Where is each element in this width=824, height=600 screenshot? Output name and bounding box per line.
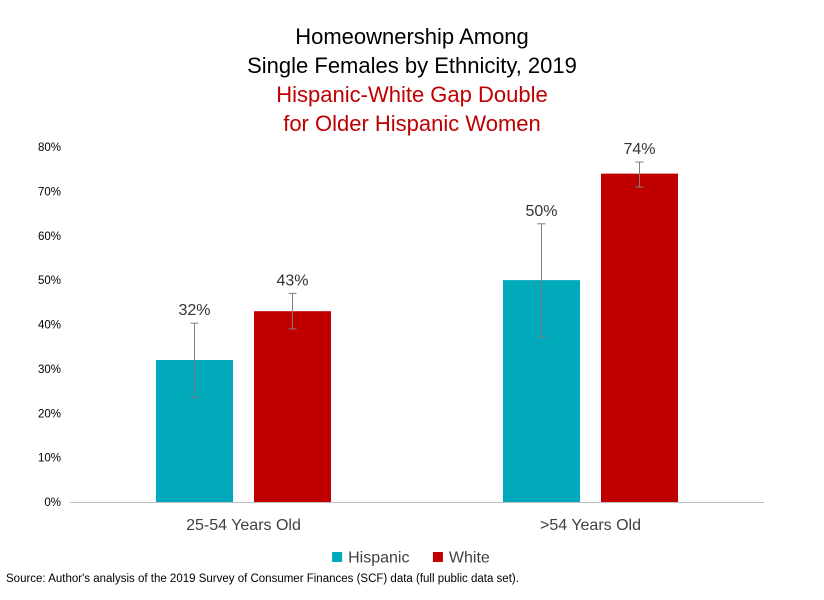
bar: [254, 311, 331, 502]
data-label: 50%: [525, 203, 557, 220]
legend-label: White: [449, 550, 490, 567]
source-note: Source: Author's analysis of the 2019 Su…: [6, 573, 519, 585]
chart-subtitle-line-2: for Older Hispanic Women: [283, 111, 541, 136]
data-label: 74%: [623, 141, 655, 158]
data-label: 32%: [178, 302, 210, 319]
chart-title-block: Homeownership Among Single Females by Et…: [0, 22, 824, 138]
x-category-label: 25-54 Years Old: [186, 517, 301, 534]
legend-swatch: [332, 552, 343, 562]
data-label: 43%: [276, 272, 308, 289]
y-tick-label: 70%: [38, 186, 61, 198]
y-tick-label: 40%: [38, 320, 61, 332]
y-tick-label: 60%: [38, 231, 61, 243]
x-category-label: >54 Years Old: [540, 517, 641, 534]
bar: [601, 173, 678, 502]
legend-swatch: [432, 552, 443, 562]
chart-subtitle-line-1: Hispanic-White Gap Double: [276, 82, 548, 107]
y-tick-label: 0%: [44, 497, 61, 509]
y-tick-label: 50%: [38, 275, 61, 287]
chart-title-line-1: Homeownership Among: [295, 24, 529, 49]
y-tick-label: 80%: [38, 142, 61, 154]
legend-label: Hispanic: [348, 550, 409, 567]
y-tick-label: 10%: [38, 453, 61, 465]
chart-title-line-2: Single Females by Ethnicity, 2019: [247, 53, 577, 78]
y-tick-label: 20%: [38, 408, 61, 420]
y-tick-label: 30%: [38, 364, 61, 376]
